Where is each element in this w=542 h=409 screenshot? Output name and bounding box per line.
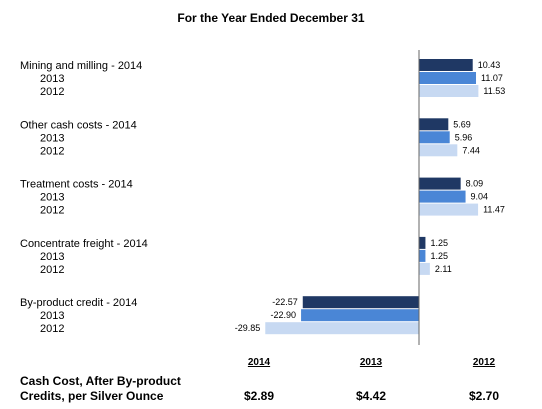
category-label-other-cash-costs-2012: 2012 [40,145,64,157]
bar-treatment-costs-2014 [419,177,461,190]
cash-cost-2013: $4.42 [355,389,387,403]
value-label-other-cash-costs-2013: 5.96 [455,132,473,142]
category-label-concentrate-freight-2013: 2013 [40,251,64,263]
bar-concentrate-freight-2012 [419,262,430,275]
value-label-by-product-credit-2012: -29.85 [235,323,261,333]
value-label-concentrate-freight-2012: 2.11 [435,264,452,274]
category-label-treatment-costs-2013: 2013 [40,192,64,204]
value-label-mining-and-milling-2013: 11.07 [481,73,503,83]
category-label-other-cash-costs-2013: 2013 [40,132,64,144]
bar-concentrate-freight-2014 [419,236,426,249]
category-label-by-product-credit-2012: 2012 [40,323,64,335]
chart-title: For the Year Ended December 31 [177,11,365,25]
value-label-treatment-costs-2014: 8.09 [466,179,484,189]
column-year-2014: 2014 [247,357,271,368]
category-label-treatment-costs-2012: 2012 [40,205,64,217]
bar-by-product-credit-2013 [301,309,419,322]
bar-mining-and-milling-2012 [419,85,479,97]
value-label-mining-and-milling-2012: 11.53 [483,86,505,96]
value-label-other-cash-costs-2012: 7.44 [462,145,480,155]
column-year-2013: 2013 [359,357,383,368]
bar-mining-and-milling-2014 [419,59,473,71]
value-label-treatment-costs-2012: 11.47 [483,205,505,215]
category-label-treatment-costs-2014: Treatment costs - 2014 [20,179,133,191]
bar-other-cash-costs-2014 [419,118,449,131]
category-label-mining-and-milling-2014: Mining and milling - 2014 [20,60,142,72]
category-label-concentrate-freight-2012: 2012 [40,264,64,276]
bar-other-cash-costs-2012 [419,144,458,157]
footer-label-line1: Cash Cost, After By-product [20,374,181,388]
value-label-mining-and-milling-2014: 10.43 [478,60,501,70]
footer-label-line2: Credits, per Silver Ounce [20,389,164,403]
category-label-by-product-credit-2013: 2013 [40,310,64,322]
bar-by-product-credit-2012 [265,322,419,335]
category-label-other-cash-costs-2014: Other cash costs - 2014 [20,119,137,131]
category-label-by-product-credit-2014: By-product credit - 2014 [20,297,137,309]
bar-treatment-costs-2012 [419,203,479,216]
bar-other-cash-costs-2013 [419,131,450,144]
value-label-by-product-credit-2013: -22.90 [271,310,297,320]
cash-cost-2012: $2.70 [468,389,500,403]
category-label-concentrate-freight-2014: Concentrate freight - 2014 [20,238,148,250]
bar-chart: 10.43 Mining and milling - 2014 11.07 2013 1… [20,50,505,345]
value-label-concentrate-freight-2013: 1.25 [430,251,448,261]
bar-by-product-credit-2014 [302,296,419,309]
category-label-mining-and-milling-2013: 2013 [40,73,64,85]
value-label-other-cash-costs-2014: 5.69 [453,119,471,129]
bar-treatment-costs-2013 [419,190,466,203]
value-label-treatment-costs-2013: 9.04 [471,192,489,202]
value-label-concentrate-freight-2014: 1.25 [430,238,448,248]
column-year-2012: 2012 [472,357,496,368]
bar-mining-and-milling-2013 [419,72,477,84]
cash-cost-2014: $2.89 [243,389,275,403]
footer-label: Cash Cost, After By-product Credits, per… [20,374,181,404]
category-label-mining-and-milling-2012: 2012 [40,86,64,98]
bar-concentrate-freight-2013 [419,249,426,262]
value-label-by-product-credit-2014: -22.57 [272,297,298,307]
